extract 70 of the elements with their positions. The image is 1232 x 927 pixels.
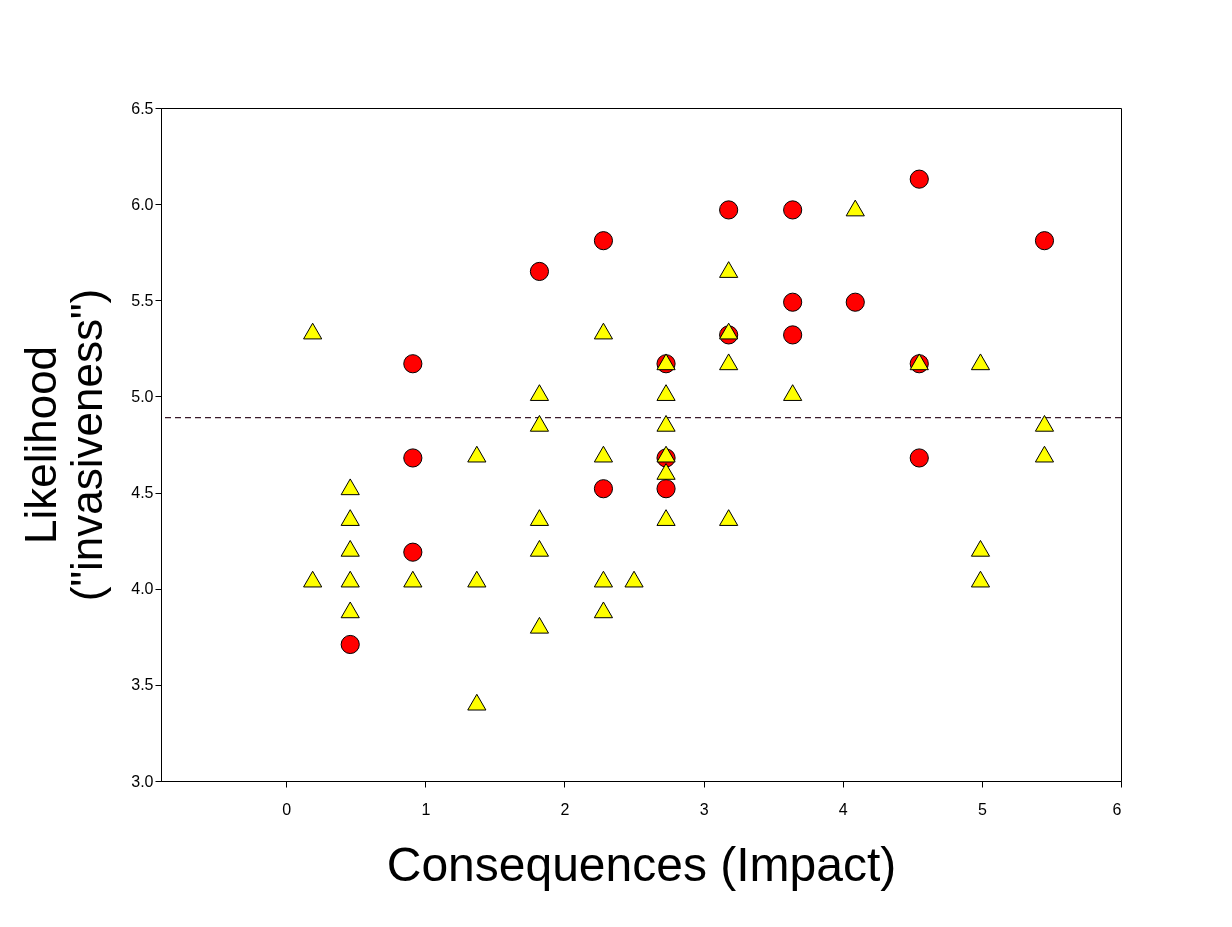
point bbox=[529, 261, 550, 282]
y-tick-label: 3.5 bbox=[131, 676, 154, 694]
point bbox=[656, 384, 676, 401]
y-tick-label: 3.0 bbox=[131, 772, 154, 790]
y-axis-title: Likelihood ("invasiveness") bbox=[16, 288, 112, 602]
point bbox=[783, 200, 803, 220]
point bbox=[909, 448, 929, 468]
x-tick-label: 5 bbox=[977, 800, 987, 818]
point bbox=[467, 570, 487, 588]
point bbox=[656, 509, 676, 526]
x-tick-label: 0 bbox=[282, 800, 292, 818]
point bbox=[467, 445, 487, 463]
x-tick-label: 2 bbox=[560, 800, 570, 818]
point bbox=[403, 448, 423, 468]
point bbox=[467, 693, 487, 711]
point bbox=[656, 414, 676, 432]
point bbox=[783, 292, 803, 312]
point bbox=[719, 509, 739, 526]
point bbox=[340, 478, 360, 496]
point bbox=[1034, 414, 1055, 432]
y-tick-label: 4.5 bbox=[131, 484, 154, 502]
point bbox=[624, 570, 644, 588]
point bbox=[529, 384, 550, 401]
point bbox=[656, 479, 676, 499]
point bbox=[403, 354, 423, 374]
point bbox=[340, 509, 360, 526]
point bbox=[593, 570, 614, 588]
x-axis-title: Consequences (Impact) bbox=[386, 837, 897, 891]
y-tick-label: 6.0 bbox=[131, 195, 154, 213]
point bbox=[593, 601, 614, 619]
x-tick-label: 6 bbox=[1112, 800, 1122, 818]
point bbox=[909, 169, 929, 189]
point bbox=[845, 292, 865, 312]
point bbox=[593, 479, 614, 499]
point bbox=[529, 414, 550, 432]
point bbox=[593, 231, 614, 251]
point bbox=[783, 325, 803, 345]
point bbox=[593, 445, 614, 463]
point bbox=[593, 322, 614, 340]
point bbox=[303, 322, 323, 340]
point bbox=[340, 634, 360, 655]
point bbox=[719, 353, 739, 371]
point bbox=[403, 542, 423, 562]
y-tick-label: 6.5 bbox=[131, 99, 154, 117]
point bbox=[719, 200, 739, 220]
point bbox=[719, 261, 739, 278]
point bbox=[970, 539, 991, 557]
x-tick-label: 1 bbox=[421, 800, 431, 818]
point bbox=[303, 570, 323, 588]
x-tick-label: 3 bbox=[699, 800, 709, 818]
point bbox=[529, 509, 550, 526]
point bbox=[845, 199, 865, 217]
point bbox=[970, 570, 991, 588]
y-tick-label: 5.0 bbox=[131, 387, 154, 405]
point bbox=[656, 445, 676, 463]
point bbox=[1034, 231, 1055, 251]
point bbox=[529, 616, 550, 634]
point bbox=[340, 570, 360, 588]
point bbox=[656, 463, 676, 480]
point bbox=[340, 601, 360, 619]
point bbox=[340, 539, 360, 557]
x-tick-label: 4 bbox=[838, 800, 848, 818]
point bbox=[719, 322, 739, 340]
y-tick-label: 5.5 bbox=[131, 291, 154, 309]
point bbox=[529, 539, 550, 557]
point bbox=[970, 353, 991, 371]
y-tick-label: 4.0 bbox=[131, 580, 154, 598]
point bbox=[403, 570, 423, 588]
point bbox=[1034, 445, 1055, 463]
point bbox=[783, 384, 803, 401]
